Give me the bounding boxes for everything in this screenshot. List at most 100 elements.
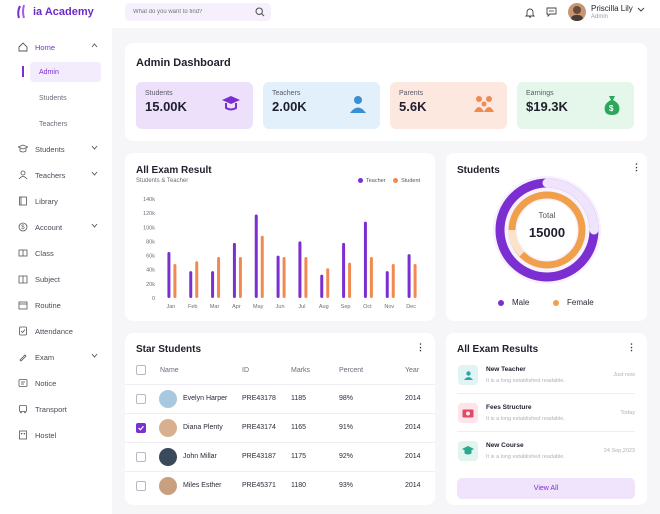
bar-teacher-feb[interactable] [189,271,193,298]
bar-teacher-jan[interactable] [167,252,171,298]
row-checkbox[interactable] [136,452,146,462]
sidebar-sub-teachers[interactable]: Teachers [39,120,68,128]
item-time: 24 Sep,2023 [603,448,635,454]
app-logo[interactable]: ia Academy [16,4,94,19]
sidebar-sub-admin[interactable]: Admin [30,62,101,82]
list-item[interactable]: New Teacher It is a long established rea… [457,358,635,394]
sidebar-item-routine[interactable]: Routine [18,298,98,312]
table-row[interactable]: Diana Plenty PRE43174 1165 91% 2014 [125,413,435,442]
graduate-icon [18,144,28,153]
bar-student-mar[interactable] [217,256,221,298]
col-id: ID [242,367,249,374]
item-title: New Teacher [486,366,526,373]
bar-student-apr[interactable] [238,256,242,298]
bus-icon [19,405,27,414]
bar-student-feb[interactable] [195,261,199,298]
y-tick-label: 140k [143,197,155,203]
sidebar-item-exam[interactable]: Exam [18,350,98,364]
sidebar-item-transport[interactable]: Transport [18,402,98,416]
y-tick-label: 0 [152,296,155,302]
search-bar[interactable] [125,3,271,21]
calendar-icon [18,301,28,310]
bar-student-aug[interactable] [326,268,330,298]
bar-student-nov[interactable] [391,264,395,298]
chevron-down-icon[interactable] [91,223,98,228]
bar-student-jul[interactable] [304,256,308,298]
sidebar-item-attendance[interactable]: Attendance [18,324,98,338]
svg-text:$: $ [609,104,614,113]
bell-icon[interactable] [523,5,537,19]
bar-teacher-apr[interactable] [232,242,236,298]
avatar[interactable] [568,3,586,21]
sidebar-item-label: Home [35,42,56,52]
sidebar-sub-students[interactable]: Students [39,94,67,102]
x-tick-label: Jan [166,304,175,310]
chevron-up-icon[interactable] [91,43,98,48]
bar-student-jan[interactable] [173,264,177,298]
col-year: Year [405,367,420,374]
sidebar-item-label: Library [35,196,58,206]
bar-teacher-oct[interactable] [363,221,367,298]
stat-earnings[interactable]: Earnings $19.3K $ [517,82,634,129]
sidebar-item-home[interactable]: Home [18,40,98,54]
bar-student-oct[interactable] [369,256,373,298]
bar-teacher-mar[interactable] [211,271,215,298]
cell-year: 2014 [405,453,421,460]
stat-teachers[interactable]: Teachers 2.00K [263,82,380,129]
stat-label: Parents [399,90,424,97]
bar-teacher-aug[interactable] [320,274,324,298]
cell-name: John Millar [183,453,217,460]
search-input[interactable] [133,9,253,15]
chevron-down-icon[interactable] [91,171,98,176]
list-item[interactable]: Fees Structure It is a long established … [457,396,635,432]
sidebar-item-subject[interactable]: Subject [18,272,98,286]
search-icon[interactable] [255,7,265,17]
sidebar-item-teachers[interactable]: Teachers [18,168,98,182]
table-row[interactable]: John Millar PRE43187 1175 92% 2014 [125,442,435,471]
sidebar-item-students[interactable]: Students [18,142,98,156]
more-icon[interactable]: ⋮ [416,342,425,352]
y-tick-label: 60k [146,254,155,260]
cell-name: Evelyn Harper [183,395,228,402]
chat-icon[interactable] [544,5,558,19]
chevron-down-icon[interactable] [91,353,98,358]
stat-students[interactable]: Students 15.00K [136,82,253,129]
stat-parents[interactable]: Parents 5.6K [390,82,507,129]
stat-label: Students [145,90,173,97]
row-checkbox[interactable] [136,481,146,491]
bar-teacher-may[interactable] [254,214,258,298]
bar-teacher-sep[interactable] [342,242,346,298]
bar-student-may[interactable] [260,235,264,298]
bar-teacher-jul[interactable] [298,241,302,298]
select-all-checkbox[interactable] [136,365,146,375]
bar-chart: 0 20k 40k 60k 80k 100k 120k 140k Jan Feb Mar Apr May… [143,197,417,310]
more-icon[interactable]: ⋮ [627,342,636,352]
sidebar-item-library[interactable]: Library [18,194,98,208]
item-time: Just now [613,372,635,378]
sidebar-item-account[interactable]: $ Account [18,220,98,234]
item-title: New Course [486,442,524,449]
table-row[interactable]: Miles Esther PRE45371 1180 93% 2014 [125,471,435,500]
chevron-down-icon[interactable] [91,145,98,150]
chevron-down-icon[interactable] [637,7,645,13]
row-checkbox[interactable] [136,423,146,433]
table-row[interactable]: Evelyn Harper PRE43178 1185 98% 2014 [125,384,435,413]
sidebar-item-hostel[interactable]: Hostel [18,428,98,442]
bar-student-dec[interactable] [413,264,417,298]
check-icon [138,425,144,431]
row-checkbox[interactable] [136,394,146,404]
bar-teacher-dec[interactable] [407,254,411,298]
sidebar-item-class[interactable]: Class [18,246,98,260]
legend-male-label: Male [512,298,530,307]
bar-student-sep[interactable] [348,262,352,298]
bar-student-jun[interactable] [282,256,286,298]
bar-teacher-nov[interactable] [385,271,389,298]
sidebar-item-label: Hostel [35,430,57,440]
view-all-button[interactable]: View All [457,478,635,499]
list-item[interactable]: New Course It is a long established read… [457,434,635,470]
sidebar-item-notice[interactable]: Notice [18,376,98,390]
legend-dot [358,178,363,184]
user-name[interactable]: Priscilla Lily [591,4,633,13]
more-icon[interactable]: ⋮ [632,162,641,172]
bar-teacher-jun[interactable] [276,255,280,298]
